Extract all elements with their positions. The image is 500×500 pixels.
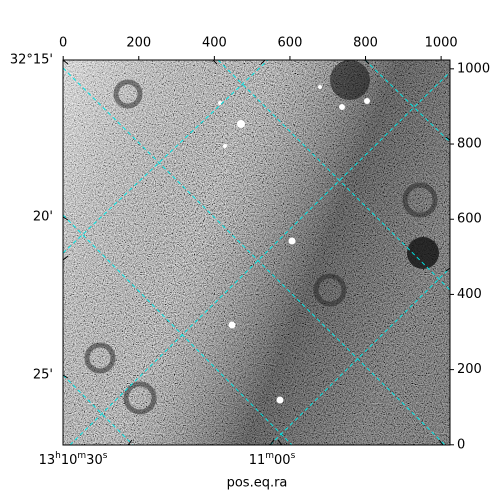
- ra-label: 13h10m30s: [39, 451, 108, 468]
- x-tick-label: 800: [353, 36, 378, 51]
- plot-frame: [62, 59, 451, 446]
- y-tick-label: 600: [457, 212, 482, 227]
- ra-label: 11m00s: [249, 451, 296, 468]
- dec-label: 25': [33, 368, 53, 383]
- dec-label: 32°15': [10, 53, 53, 68]
- y-tick-label: 1000: [457, 61, 490, 76]
- wcs-ticks: [62, 59, 451, 446]
- sky-image: [63, 60, 450, 445]
- y-tick-label: 200: [457, 362, 482, 377]
- y-tick-label: 800: [457, 137, 482, 152]
- x-axis-label: pos.eq.ra: [227, 476, 288, 491]
- coordinate-grid: [63, 60, 450, 445]
- x-tick-label: 400: [202, 36, 227, 51]
- x-tick-label: 1000: [425, 36, 458, 51]
- y-tick-label: 400: [457, 287, 482, 302]
- x-tick-label: 200: [126, 36, 151, 51]
- dec-label: 20': [33, 210, 53, 225]
- x-tick-label: 0: [59, 36, 67, 51]
- y-tick-label: 0: [457, 437, 465, 452]
- x-tick-label: 600: [278, 36, 303, 51]
